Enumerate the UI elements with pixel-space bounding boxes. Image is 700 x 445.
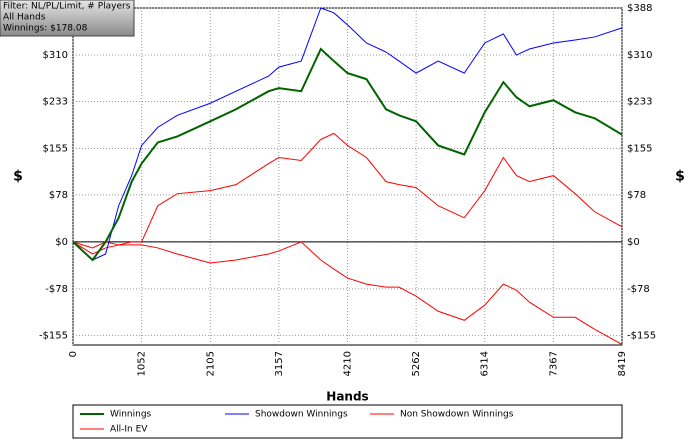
y-axis-label: $ xyxy=(13,169,23,185)
x-tick-label: 4210 xyxy=(343,351,354,376)
series-line xyxy=(72,7,623,261)
y2-tick-label: $233 xyxy=(627,96,652,107)
info-text: All Hands xyxy=(3,13,46,23)
y-tick-label: $0 xyxy=(55,237,68,248)
series-line xyxy=(72,132,623,255)
info-text: Filter: NL/PL/Limit, # Players xyxy=(3,2,131,12)
y2-tick-label: $388 xyxy=(627,3,652,14)
y-tick-label: $310 xyxy=(43,50,68,61)
series-line xyxy=(72,241,623,345)
series-line xyxy=(72,47,623,262)
legend-label: Showdown Winnings xyxy=(255,410,348,420)
y-tick-label: $233 xyxy=(43,96,68,107)
y2-tick-label: $155 xyxy=(627,143,652,154)
y2-tick-label: $78 xyxy=(627,190,646,201)
info-text: Winnings: $178.08 xyxy=(3,24,88,34)
info-box xyxy=(0,0,135,37)
x-tick-label: 7367 xyxy=(548,351,559,376)
y2-tick-label: -$78 xyxy=(627,284,650,295)
x-tick-label: 0 xyxy=(68,351,79,357)
y2-tick-label: -$155 xyxy=(627,330,656,341)
legend-box xyxy=(72,404,623,439)
x-axis-label: Hands xyxy=(326,390,368,404)
x-tick-label: 5262 xyxy=(411,351,422,376)
legend-label: All-In EV xyxy=(110,425,148,435)
y2-axis-label: $ xyxy=(675,169,685,185)
y-tick-label: $155 xyxy=(43,143,68,154)
x-tick-label: 1052 xyxy=(137,351,148,376)
x-tick-label: 3157 xyxy=(274,351,285,376)
x-tick-label: 6314 xyxy=(480,351,491,376)
y-tick-label: -$78 xyxy=(45,284,68,295)
legend-label: Non Showdown Winnings xyxy=(400,410,514,420)
y2-tick-label: $0 xyxy=(627,237,640,248)
x-tick-label: 2105 xyxy=(205,351,216,376)
y-tick-label: -$155 xyxy=(39,330,68,341)
x-tick-label: 8419 xyxy=(617,351,628,376)
y2-tick-label: $310 xyxy=(627,50,652,61)
y-tick-label: $78 xyxy=(49,190,68,201)
legend-label: Winnings xyxy=(110,410,152,420)
